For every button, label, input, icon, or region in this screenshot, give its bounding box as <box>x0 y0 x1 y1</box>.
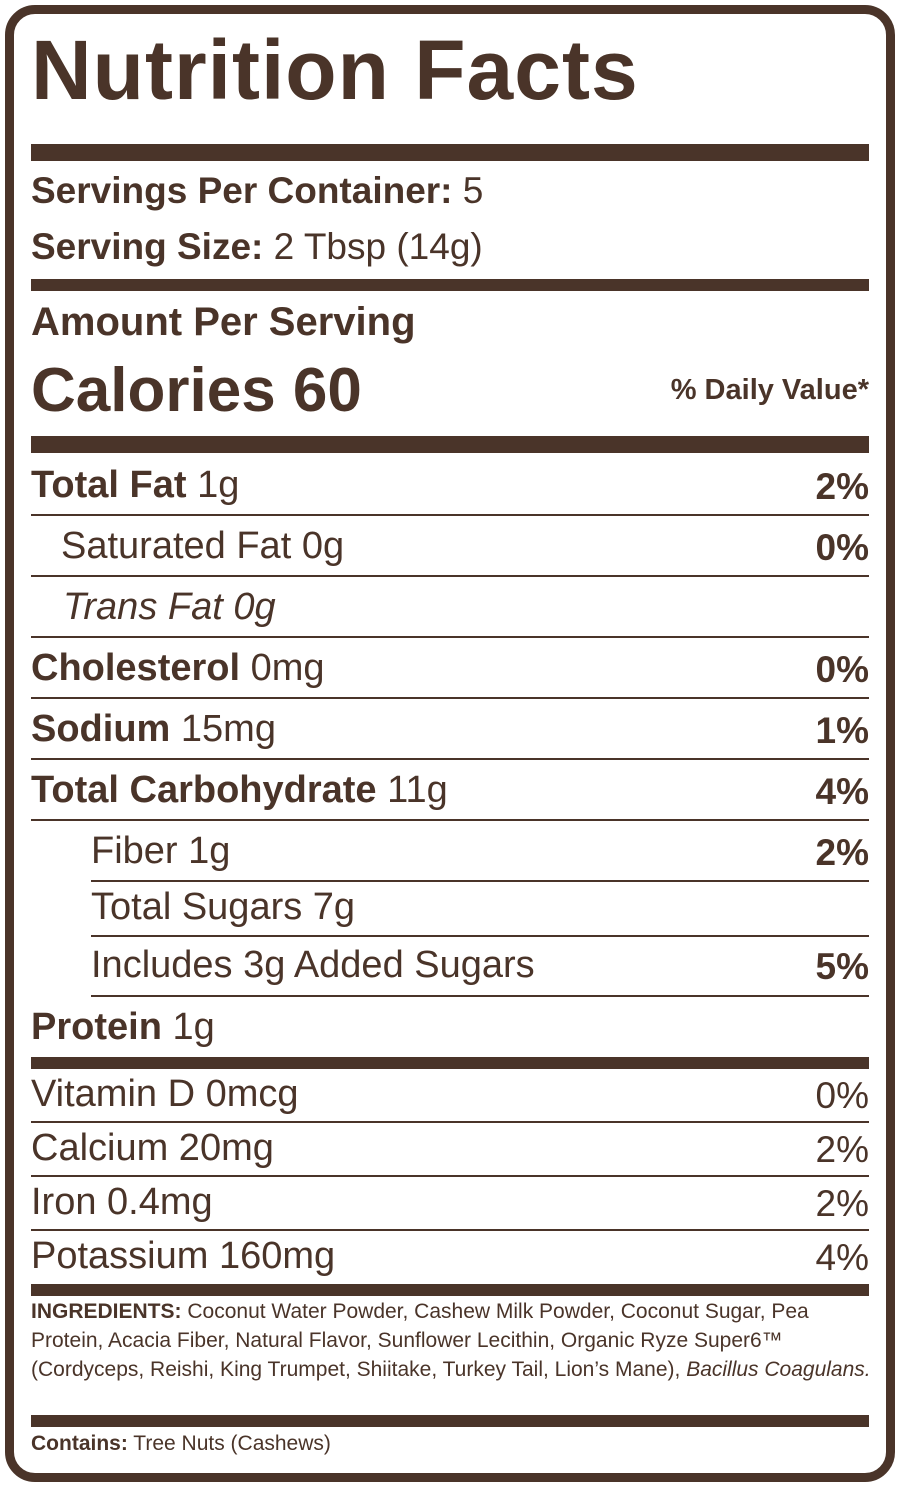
serving-size-value: 2 Tbsp (14g) <box>273 226 483 267</box>
nutrient-amount: 15mg <box>180 708 276 750</box>
nutrient-name: Includes 3g Added Sugars <box>91 944 535 986</box>
divider-ingredients <box>31 1415 869 1427</box>
nutrient-daily-value: 2% <box>815 466 869 507</box>
nutrient-amount: 1g <box>188 830 231 872</box>
nutrient-daily-value: 0% <box>815 527 869 568</box>
ingredients-italic: Bacillus Coagulans. <box>686 1358 871 1381</box>
divider-vitamins <box>31 1284 869 1296</box>
vitamin-daily-value: 2% <box>815 1183 869 1224</box>
row-divider <box>31 575 869 577</box>
label-frame <box>5 5 895 1482</box>
row-divider <box>31 514 869 516</box>
servings-per-container: Servings Per Container: 5 <box>31 172 483 209</box>
nutrient-amount: 7g <box>312 886 356 928</box>
vitamin-label: Iron 0.4mg <box>31 1181 213 1223</box>
row-divider <box>31 1175 869 1177</box>
nutrient-name: Cholesterol <box>31 647 241 689</box>
row-divider <box>91 935 869 937</box>
divider-calories <box>31 436 869 453</box>
nutrient-daily-value: 5% <box>815 946 869 987</box>
divider-serving <box>31 279 869 291</box>
nutrient-amount: 1g <box>197 464 240 506</box>
row-divider <box>31 1121 869 1123</box>
nutrient-daily-value: 0% <box>815 649 869 690</box>
row-divider <box>31 819 869 821</box>
nutrient-name: Total Carbohydrate <box>31 769 377 811</box>
nutrient-name: Total Fat <box>31 464 187 506</box>
nutrient-name: Fiber <box>91 830 178 872</box>
ingredients: INGREDIENTS: Coconut Water Powder, Cashe… <box>31 1297 871 1384</box>
servings-value: 5 <box>462 170 484 211</box>
nutrient-daily-value: 2% <box>815 832 869 873</box>
calories: Calories 60 <box>31 360 362 422</box>
calories-value: 60 <box>292 356 362 425</box>
nutrient-row: Fiber 1g 2% <box>31 820 869 880</box>
servings-label: Servings Per Container: <box>31 170 453 211</box>
nutrient-row: Total Fat 1g 2% <box>31 454 869 514</box>
vitamin-row: Iron 0.4mg 2% <box>31 1175 869 1230</box>
nutrient-daily-value: 1% <box>815 710 869 751</box>
nutrient-amount: 0g <box>301 525 345 567</box>
nutrient-row: Total Carbohydrate 11g 4% <box>31 759 869 819</box>
contains-label: Contains: <box>31 1432 128 1455</box>
vitamin-row: Calcium 20mg 2% <box>31 1121 869 1176</box>
nutrient-row: Sodium 15mg 1% <box>31 698 869 758</box>
nutrient-name: Saturated Fat <box>61 525 292 567</box>
nutrient-daily-value: 4% <box>815 771 869 812</box>
nutrient-row: Trans Fat 0g <box>31 576 869 636</box>
serving-size-label: Serving Size: <box>31 226 264 267</box>
row-divider <box>31 636 869 638</box>
nutrient-row: Total Sugars 7g <box>31 876 869 936</box>
label-title: Nutrition Facts <box>31 23 639 117</box>
amount-per-serving: Amount Per Serving <box>31 300 416 344</box>
nutrient-amount: 0g <box>233 586 276 628</box>
serving-size: Serving Size: 2 Tbsp (14g) <box>31 228 483 265</box>
vitamin-label: Vitamin D 0mcg <box>31 1073 299 1115</box>
nutrient-row: Cholesterol 0mg 0% <box>31 637 869 697</box>
nutrient-row: Saturated Fat 0g 0% <box>31 515 869 575</box>
daily-value-header: % Daily Value* <box>670 374 869 406</box>
row-divider <box>31 697 869 699</box>
nutrient-name: Sodium <box>31 708 171 750</box>
contains: Contains: Tree Nuts (Cashews) <box>31 1429 871 1458</box>
nutrient-name: Protein <box>31 1006 162 1048</box>
ingredients-text: Coconut Water Powder, Cashew Milk Powder… <box>31 1300 809 1381</box>
ingredients-label: INGREDIENTS: <box>31 1300 182 1323</box>
divider-protein <box>31 1057 869 1069</box>
contains-text: Tree Nuts (Cashews) <box>133 1432 331 1455</box>
divider-top <box>31 144 869 161</box>
row-divider <box>91 995 869 997</box>
nutrient-amount: 11g <box>387 769 448 811</box>
row-divider <box>31 1229 869 1231</box>
vitamin-row: Vitamin D 0mcg 0% <box>31 1067 869 1122</box>
calories-label: Calories <box>31 356 276 425</box>
nutrient-name: Total Sugars <box>91 886 303 928</box>
nutrient-row: Includes 3g Added Sugars 5% <box>31 934 869 994</box>
vitamin-daily-value: 2% <box>815 1129 869 1170</box>
nutrient-row: Protein 1g <box>31 996 869 1056</box>
vitamin-daily-value: 0% <box>815 1075 869 1116</box>
vitamin-row: Potassium 160mg 4% <box>31 1229 869 1284</box>
row-divider <box>31 758 869 760</box>
nutrient-name: Trans Fat <box>63 586 223 628</box>
row-divider <box>91 880 869 882</box>
nutrient-amount: 0mg <box>250 647 325 689</box>
vitamin-label: Potassium 160mg <box>31 1235 336 1277</box>
nutrient-amount: 1g <box>172 1006 215 1048</box>
vitamin-daily-value: 4% <box>815 1237 869 1278</box>
vitamin-label: Calcium 20mg <box>31 1127 274 1169</box>
